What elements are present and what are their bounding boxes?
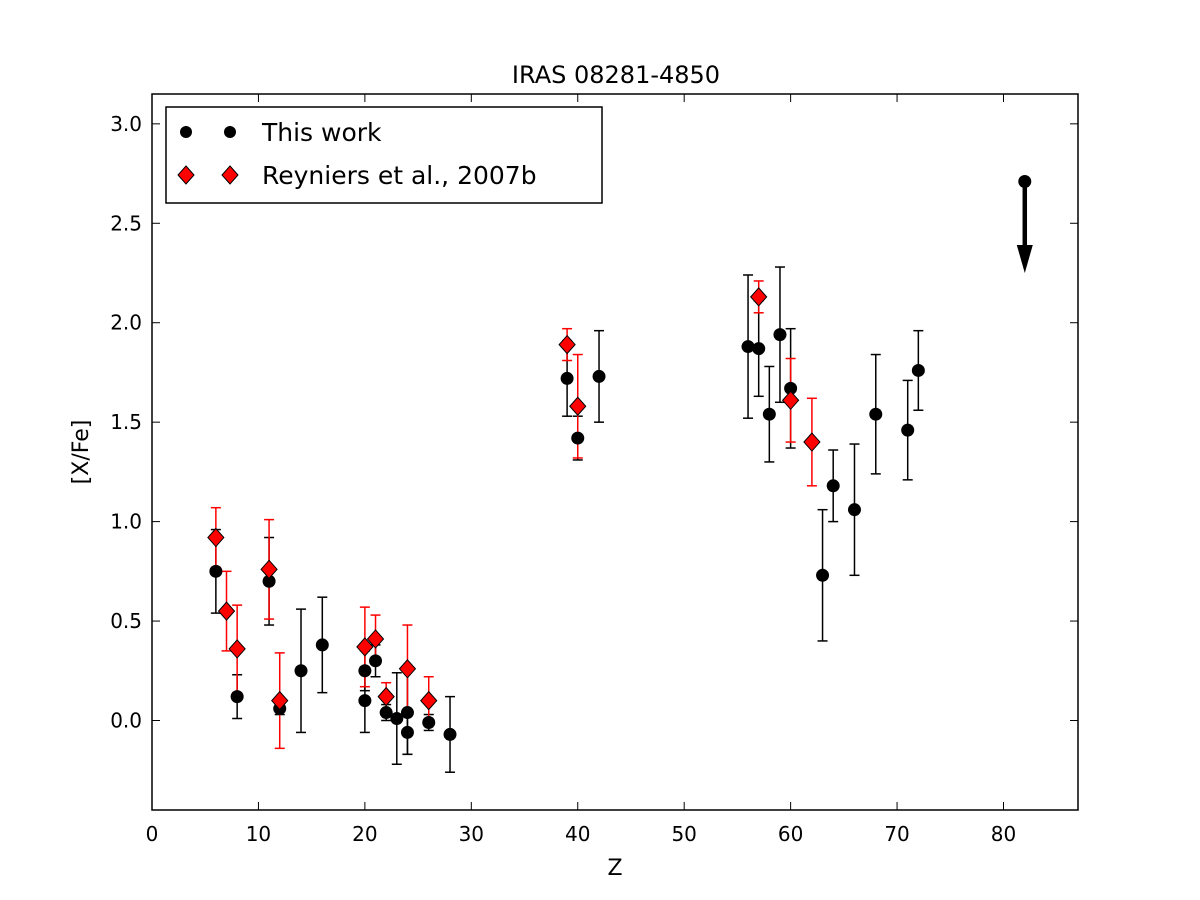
data-point-this-work bbox=[911, 363, 925, 377]
data-point-this-work bbox=[400, 706, 414, 720]
data-point-reyniers bbox=[558, 334, 576, 355]
data-point-this-work bbox=[230, 690, 244, 704]
data-point-reyniers bbox=[781, 390, 800, 411]
data-point-this-work bbox=[369, 654, 383, 668]
x-tick-label: 80 bbox=[991, 822, 1016, 846]
y-tick-label: 2.0 bbox=[110, 311, 142, 335]
data-point-this-work bbox=[560, 371, 574, 385]
data-point-this-work bbox=[262, 574, 276, 588]
data-point-reyniers bbox=[569, 396, 587, 417]
data-point-this-work bbox=[592, 369, 606, 383]
data-point-reyniers bbox=[377, 686, 395, 707]
legend-marker-this-work bbox=[224, 126, 236, 138]
data-point-this-work bbox=[784, 381, 798, 395]
data-point-this-work bbox=[901, 423, 915, 437]
y-axis-label: [X/Fe] bbox=[69, 420, 94, 485]
data-point-reyniers bbox=[271, 690, 289, 711]
legend-marker-this-work bbox=[180, 126, 192, 138]
axis-ticks: 0 10 20 30 40 50 60 70 80 0.0 0.5 1.0 1.5 2.0 2.5 3.0 bbox=[110, 94, 1078, 846]
legend-box bbox=[165, 106, 603, 204]
data-point-this-work bbox=[741, 340, 755, 354]
data-point-this-work bbox=[422, 715, 436, 729]
data-point-reyniers bbox=[217, 601, 236, 621]
y-tick-label: 1.5 bbox=[110, 410, 142, 434]
data-point-this-work bbox=[773, 328, 787, 342]
legend: This work Reyniers et al., 2007b bbox=[165, 106, 603, 204]
data-point-this-work bbox=[816, 568, 830, 582]
data-point-reyniers bbox=[420, 690, 438, 711]
data-point-this-work bbox=[358, 694, 372, 708]
data-point-this-work bbox=[400, 725, 414, 739]
upper-limit-point bbox=[1018, 175, 1032, 189]
data-point-this-work bbox=[762, 407, 776, 421]
data-point-this-work bbox=[358, 664, 372, 678]
data-point-this-work bbox=[390, 712, 404, 726]
x-tick-label: 0 bbox=[146, 822, 159, 846]
data-point-reyniers bbox=[803, 432, 821, 452]
plot-area bbox=[207, 175, 1033, 773]
x-tick-label: 40 bbox=[565, 822, 590, 846]
legend-marker-reyniers bbox=[221, 165, 239, 185]
y-tick-label: 1.0 bbox=[110, 510, 142, 534]
chart-title: IRAS 08281-4850 bbox=[512, 61, 720, 89]
y-tick-label: 0.5 bbox=[110, 609, 142, 633]
data-point-this-work bbox=[443, 727, 457, 741]
y-tick-label: 3.0 bbox=[110, 112, 142, 136]
data-point-reyniers bbox=[366, 629, 385, 649]
data-point-this-work bbox=[571, 431, 585, 445]
data-point-reyniers bbox=[207, 527, 225, 548]
legend-label-reyniers: Reyniers et al., 2007b bbox=[262, 161, 537, 190]
data-point-reyniers bbox=[228, 639, 246, 659]
data-point-reyniers bbox=[398, 659, 417, 679]
data-point-this-work bbox=[826, 479, 840, 493]
y-tick-label: 0.0 bbox=[110, 709, 142, 733]
data-point-this-work bbox=[294, 664, 308, 678]
data-point-this-work bbox=[209, 564, 223, 578]
data-point-reyniers bbox=[260, 559, 278, 580]
x-tick-label: 10 bbox=[246, 822, 271, 846]
x-tick-label: 60 bbox=[778, 822, 803, 846]
legend-marker-reyniers bbox=[177, 165, 195, 185]
data-point-reyniers bbox=[750, 287, 768, 307]
data-point-this-work bbox=[847, 503, 861, 517]
data-point-this-work bbox=[379, 706, 393, 720]
plot-frame bbox=[151, 93, 1079, 811]
x-tick-label: 50 bbox=[671, 822, 696, 846]
x-tick-label: 70 bbox=[884, 822, 909, 846]
y-tick-label: 2.5 bbox=[110, 211, 142, 235]
data-point-this-work bbox=[752, 342, 766, 356]
data-point-this-work bbox=[315, 638, 329, 652]
x-axis-label: Z bbox=[607, 856, 622, 881]
data-point-reyniers bbox=[356, 637, 374, 657]
legend-label-this-work: This work bbox=[261, 118, 382, 147]
x-tick-label: 20 bbox=[352, 822, 377, 846]
upper-limit-arrow-head bbox=[1016, 245, 1033, 273]
data-point-this-work bbox=[869, 407, 883, 421]
x-tick-label: 30 bbox=[459, 822, 484, 846]
